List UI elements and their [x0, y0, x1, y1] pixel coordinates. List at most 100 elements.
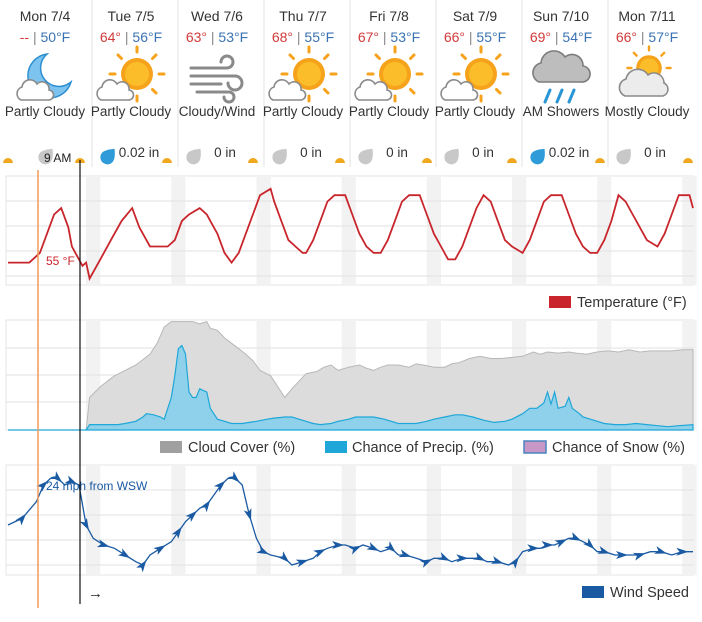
high-temp: 64°	[100, 29, 121, 45]
night-band	[511, 465, 527, 575]
day-column-2: Tue 7/5 64° | 56°F Partly Cloudy 0.02 in	[91, 0, 172, 167]
night-band	[256, 176, 271, 285]
night-band	[597, 176, 612, 285]
dry-drop-icon	[358, 148, 373, 165]
low-temp: 55°F	[476, 29, 506, 45]
wind-arrow-icon	[213, 480, 226, 493]
condition-text: Partly Cloudy	[349, 104, 430, 119]
day-column-4: Thu 7/7 68° | 55°F Partly Cloudy 0 in	[263, 0, 343, 167]
day-label: Thu 7/7	[279, 8, 327, 24]
cloud-sun-icon	[618, 45, 672, 97]
night-band	[511, 176, 527, 285]
wind-arrow-icon	[597, 546, 611, 554]
wind-arrow-icon	[582, 537, 595, 550]
day-label: Mon 7/4	[20, 8, 71, 24]
high-temp: 68°	[272, 29, 293, 45]
day-column-8: Mon 7/11 66° | 57°F Mostly Cloudy 0 in	[605, 0, 690, 167]
low-temp: 50°F	[41, 29, 71, 45]
temp-separator: |	[293, 29, 304, 45]
day-temperatures: 64° | 56°F	[100, 29, 162, 45]
sun-cloud-icon	[268, 45, 338, 103]
wind-arrow-icon	[256, 545, 269, 555]
wind-arrow-icon	[313, 549, 326, 558]
temp-separator: |	[207, 29, 218, 45]
precip-amount: 0 in	[386, 145, 408, 160]
wind-arrow-icon	[568, 532, 582, 541]
temp-separator: |	[379, 29, 390, 45]
wind-arrow-icon	[171, 526, 182, 539]
wind-arrow-icon	[348, 545, 362, 555]
night-band	[86, 465, 101, 575]
temp-separator: |	[465, 29, 476, 45]
day-temperatures: 63° | 53°F	[186, 29, 248, 45]
temperature-readout: 55 °F	[46, 254, 75, 268]
temp-separator: |	[551, 29, 562, 45]
condition-text: Partly Cloudy	[91, 104, 172, 119]
condition-text: AM Showers	[523, 104, 600, 119]
low-temp: 53°F	[218, 29, 248, 45]
day-temperatures: 66° | 57°F	[616, 29, 678, 45]
day-label: Sat 7/9	[453, 8, 498, 24]
day-label: Mon 7/11	[618, 8, 676, 24]
wind-arrow-icon	[277, 551, 290, 563]
day-column-1: Mon 7/4 -- | 50°F Partly Cloudy	[5, 8, 85, 165]
wind-arrow-icon	[228, 471, 240, 483]
wind-arrow-icon	[243, 508, 252, 521]
condition-text: Partly Cloudy	[435, 104, 516, 119]
night-band	[341, 465, 356, 575]
wind-arrow-icon	[437, 552, 451, 561]
night-band	[682, 465, 697, 575]
precip-amount: 0.02 in	[119, 145, 160, 160]
sun-marker-icon	[3, 158, 13, 163]
wind-arrow-icon	[554, 539, 568, 548]
wind-arrow-icon	[50, 471, 63, 483]
sun-marker-icon	[335, 158, 345, 163]
legend-cloud: Cloud Cover (%)	[188, 440, 295, 456]
day-temperatures: 66° | 55°F	[444, 29, 506, 45]
precip-amount: 0 in	[472, 145, 494, 160]
wind-arrow-icon	[295, 559, 309, 568]
high-temp: 66°	[444, 29, 465, 45]
wind-arrow-icon	[632, 552, 646, 561]
day-temperatures: -- | 50°F	[20, 29, 70, 45]
night-band	[256, 465, 271, 575]
high-temp: 67°	[358, 29, 379, 45]
wind-arrow-icon	[527, 544, 540, 553]
dry-drop-icon	[186, 148, 201, 165]
wind-arrow-icon	[398, 549, 412, 558]
high-temp: 69°	[530, 29, 551, 45]
precip-amount: 0 in	[214, 145, 236, 160]
wind-arrow-icon	[384, 541, 396, 553]
legend-swatch-temperature	[549, 296, 571, 308]
wind-arrow-icon	[117, 548, 131, 559]
sun-marker-icon	[507, 158, 517, 163]
wind-arrow-icon	[676, 547, 689, 556]
wind-arrow-icon	[96, 539, 110, 548]
scroll-arrow-icon[interactable]: →	[88, 585, 103, 602]
wind-arrow-icon	[79, 517, 89, 531]
wind-arrow-icon	[541, 541, 554, 549]
low-temp: 53°F	[390, 29, 420, 45]
wind-arrow-icon	[419, 559, 433, 568]
high-temp: --	[20, 29, 30, 45]
precip-amount: 0 in	[300, 145, 322, 160]
night-band	[682, 176, 697, 285]
raindrop-icon	[100, 148, 115, 165]
wind-arrow-icon	[136, 560, 147, 573]
high-temp: 63°	[186, 29, 207, 45]
day-temperatures: 69° | 54°F	[530, 29, 592, 45]
time-cursor-label: 9 AM	[44, 151, 71, 165]
sun-marker-icon	[422, 158, 432, 163]
legend-wind: Wind Speed	[610, 585, 689, 601]
sun-cloud-icon	[96, 45, 166, 103]
night-band	[341, 176, 356, 285]
night-band	[426, 465, 442, 575]
legend-swatch-cloud	[160, 441, 182, 453]
condition-text: Cloudy/Wind	[179, 104, 256, 119]
sun-marker-icon	[162, 158, 172, 163]
precip-amount: 0.02 in	[549, 145, 590, 160]
day-label: Tue 7/5	[108, 8, 155, 24]
day-column-7: Sun 7/10 69° | 54°F AM Showers 0.02 in	[521, 0, 600, 167]
wind-arrow-icon	[366, 542, 380, 551]
